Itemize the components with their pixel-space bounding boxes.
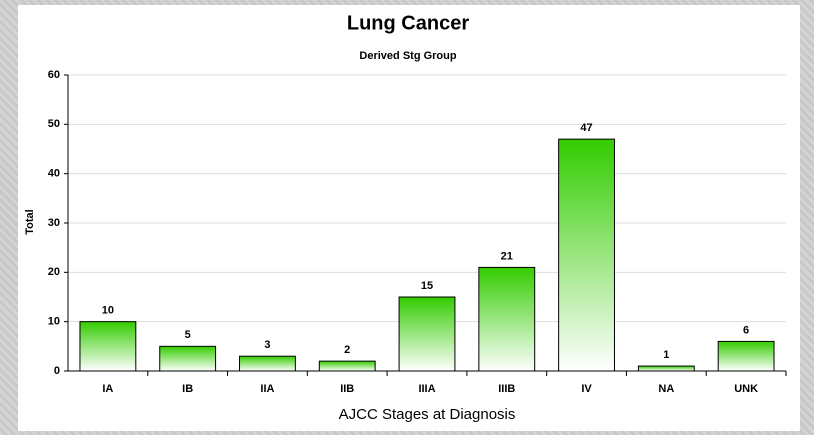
bar (398, 296, 456, 372)
y-tick-label: 10 (48, 316, 60, 328)
data-label: 6 (743, 324, 749, 336)
bar (478, 266, 536, 372)
x-tick-label: IA (102, 383, 113, 395)
x-tick-label: IV (581, 383, 592, 395)
y-tick-label: 50 (48, 118, 60, 130)
data-label: 2 (344, 344, 350, 356)
bar (159, 345, 217, 372)
data-label: 10 (102, 305, 114, 317)
data-label: 1 (663, 349, 669, 361)
x-tick-label: IB (182, 383, 193, 395)
y-tick-label: 0 (54, 365, 60, 377)
data-label: 5 (185, 329, 191, 341)
x-axis-title: AJCC Stages at Diagnosis (339, 406, 516, 423)
x-tick-label: IIB (340, 383, 354, 395)
data-label: 21 (501, 250, 513, 262)
chart-subtitle: Derived Stg Group (359, 50, 456, 62)
y-tick-label: 40 (48, 168, 60, 180)
bar (717, 340, 775, 372)
bar (79, 321, 137, 372)
x-tick-label: IIIA (418, 383, 435, 395)
x-tick-label: IIA (260, 383, 274, 395)
x-tick-label: IIIB (498, 383, 515, 395)
data-label: 47 (580, 122, 592, 134)
x-tick-label: NA (658, 383, 674, 395)
bar (239, 355, 296, 372)
data-label: 15 (421, 280, 433, 292)
chart-title: Lung Cancer (347, 12, 469, 34)
y-tick-label: 20 (48, 266, 60, 278)
bar (637, 365, 695, 372)
data-label: 3 (264, 339, 270, 351)
y-axis-title: Total (24, 209, 36, 234)
bar (318, 360, 376, 372)
y-tick-label: 30 (48, 217, 60, 229)
x-tick-label: UNK (734, 383, 758, 395)
y-tick-label: 60 (48, 69, 60, 81)
bar (558, 138, 615, 372)
